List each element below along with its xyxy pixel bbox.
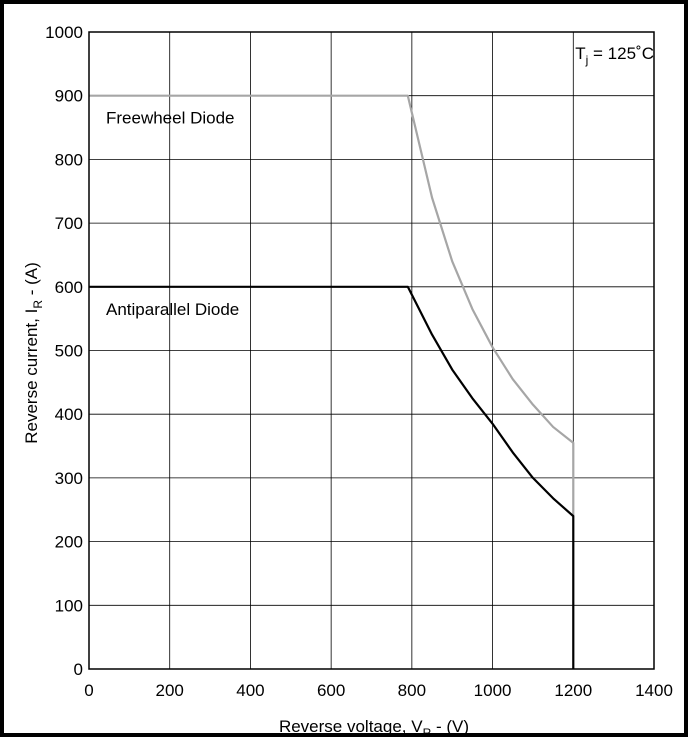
y-tick-label: 400 [55, 405, 83, 424]
x-tick-labels: 0 200 400 600 800 1000 1200 1400 [84, 681, 673, 700]
x-tick-label: 400 [236, 681, 264, 700]
y-tick-label: 100 [55, 596, 83, 615]
series-label-2: Antiparallel Diode [106, 300, 239, 319]
x-tick-label: 1200 [554, 681, 592, 700]
x-tick-label: 1400 [635, 681, 673, 700]
x-tick-label: 0 [84, 681, 93, 700]
x-tick-label: 1000 [474, 681, 512, 700]
y-tick-label: 700 [55, 214, 83, 233]
y-axis-label: Reverse current, IR - (A) [22, 262, 45, 444]
plot-area [88, 31, 655, 670]
y-tick-label: 300 [55, 469, 83, 488]
series-line-1 [89, 94, 575, 517]
y-tick-label: 500 [55, 342, 83, 361]
y-tick-labels: 0 100 200 300 400 500 600 700 800 900 1000 [45, 23, 83, 679]
y-tick-label: 0 [74, 660, 83, 679]
junction-temperature-note: Tj = 125˚C [575, 44, 654, 67]
y-tick-label: 1000 [45, 23, 83, 42]
series-labels: Freewheel Diode Antiparallel Diode [106, 109, 239, 319]
y-tick-label: 200 [55, 533, 83, 552]
y-tick-label: 900 [55, 87, 83, 106]
x-tick-label: 200 [156, 681, 184, 700]
x-axis-label: Reverse voltage, VR - (V) [279, 717, 469, 740]
series-lines [89, 94, 575, 669]
x-tick-label: 800 [398, 681, 426, 700]
line-chart: 0 200 400 600 800 1000 1200 1400 0 100 200 300 400 5… [22, 23, 673, 740]
series-line-2 [89, 285, 575, 669]
y-tick-label: 600 [55, 278, 83, 297]
y-tick-label: 800 [55, 150, 83, 169]
series-label-1: Freewheel Diode [106, 109, 235, 128]
x-tick-label: 600 [317, 681, 345, 700]
